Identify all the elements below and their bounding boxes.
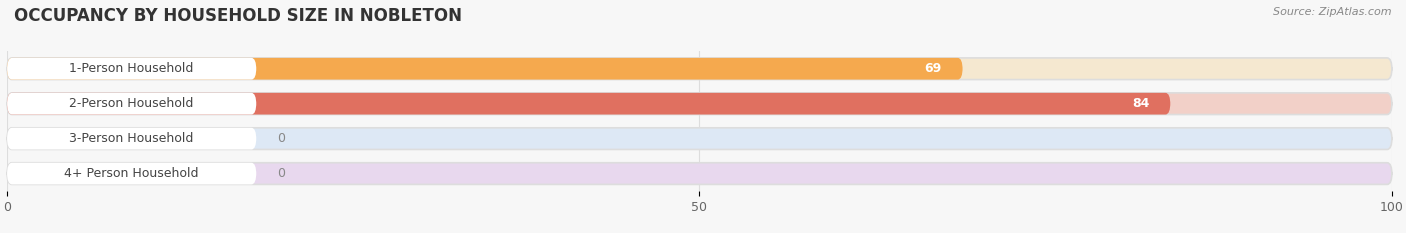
Text: 0: 0: [277, 132, 285, 145]
Text: 4+ Person Household: 4+ Person Household: [65, 167, 198, 180]
FancyBboxPatch shape: [7, 93, 256, 115]
Text: 2-Person Household: 2-Person Household: [69, 97, 194, 110]
Text: Source: ZipAtlas.com: Source: ZipAtlas.com: [1274, 7, 1392, 17]
FancyBboxPatch shape: [7, 58, 256, 80]
Text: 69: 69: [925, 62, 942, 75]
Text: OCCUPANCY BY HOUSEHOLD SIZE IN NOBLETON: OCCUPANCY BY HOUSEHOLD SIZE IN NOBLETON: [14, 7, 463, 25]
Text: 3-Person Household: 3-Person Household: [69, 132, 194, 145]
FancyBboxPatch shape: [7, 58, 1392, 80]
FancyBboxPatch shape: [7, 93, 1170, 115]
Text: 84: 84: [1132, 97, 1150, 110]
Text: 1-Person Household: 1-Person Household: [69, 62, 194, 75]
FancyBboxPatch shape: [7, 128, 1392, 150]
Text: 0: 0: [277, 167, 285, 180]
FancyBboxPatch shape: [7, 128, 256, 150]
FancyBboxPatch shape: [7, 163, 256, 185]
FancyBboxPatch shape: [7, 163, 1392, 185]
FancyBboxPatch shape: [7, 58, 963, 80]
FancyBboxPatch shape: [7, 93, 1392, 115]
